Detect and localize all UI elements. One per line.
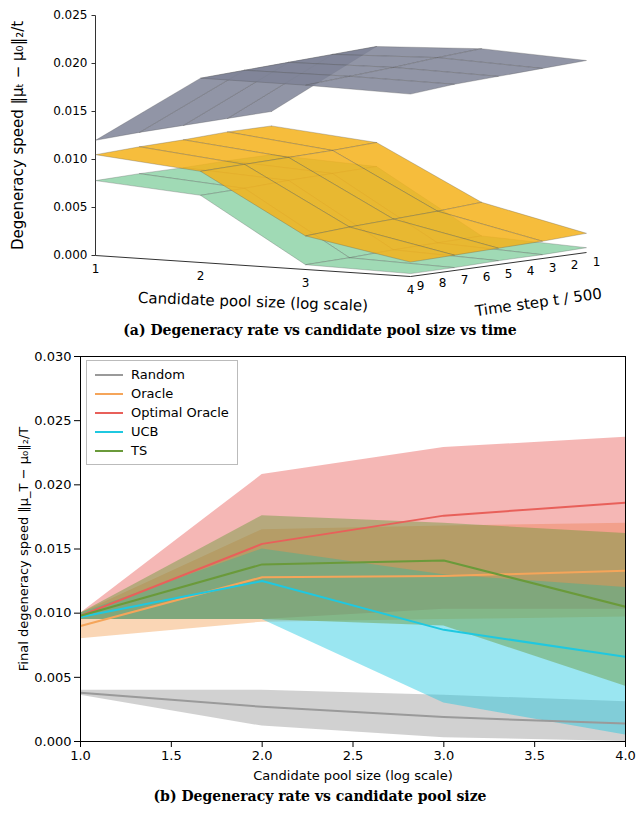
svg-text:3.5: 3.5 [524, 748, 545, 763]
svg-text:0.005: 0.005 [53, 200, 87, 214]
svg-text:0.000: 0.000 [53, 248, 87, 262]
svg-text:3: 3 [549, 261, 557, 275]
svg-text:0.010: 0.010 [53, 152, 87, 166]
html-text:(b) Degeneracy rate vs candida: (b) Degeneracy rate vs candidate pool si… [153, 788, 487, 804]
svg-text:Final degeneracy speed ‖μ_T −: Final degeneracy speed ‖μ_T − μ₀‖₂/T [16, 427, 31, 671]
svg-text:2: 2 [571, 258, 579, 272]
svg-text:2.5: 2.5 [343, 748, 364, 763]
svg-text:1: 1 [92, 262, 100, 276]
svg-text:0.015: 0.015 [34, 541, 71, 556]
svg-text:0.020: 0.020 [53, 56, 87, 70]
svg-text:1: 1 [593, 255, 601, 269]
svg-text:3: 3 [302, 276, 310, 290]
svg-text:8: 8 [439, 276, 447, 290]
svg-text:0.025: 0.025 [53, 8, 87, 22]
svg-text:0.005: 0.005 [34, 669, 71, 684]
svg-text:0.015: 0.015 [53, 104, 87, 118]
svg-text:6: 6 [483, 270, 491, 284]
svg-text:5: 5 [505, 267, 513, 281]
svg-text:9: 9 [417, 279, 425, 293]
html-text:Oracle: Oracle [131, 386, 174, 401]
svg-text:Degeneracy speed ‖μₜ − μ₀‖₂/t: Degeneracy speed ‖μₜ − μ₀‖₂/t [9, 21, 27, 250]
svg-text:Candidate pool size (log scale: Candidate pool size (log scale) [138, 289, 369, 315]
svg-text:0.010: 0.010 [34, 605, 71, 620]
html-text:TS: TS [131, 443, 148, 458]
svg-text:4.0: 4.0 [615, 748, 636, 763]
svg-text:3.0: 3.0 [433, 748, 454, 763]
svg-text:Time step t / 500: Time step t / 500 [473, 284, 603, 320]
svg-text:0.020: 0.020 [34, 477, 71, 492]
svg-text:Candidate pool size (log scale: Candidate pool size (log scale) [253, 768, 452, 783]
svg-text:2.0: 2.0 [252, 748, 273, 763]
html-text:Optimal Oracle: Optimal Oracle [131, 405, 229, 420]
svg-text:7: 7 [461, 273, 469, 287]
svg-text:4: 4 [527, 264, 535, 278]
svg-text:0.000: 0.000 [34, 734, 71, 749]
svg-text:4: 4 [407, 283, 415, 297]
html-text:UCB: UCB [131, 424, 159, 439]
svg-text:1.5: 1.5 [161, 748, 182, 763]
svg-text:0.030: 0.030 [34, 349, 71, 364]
svg-text:1.0: 1.0 [70, 748, 91, 763]
html-text:Random: Random [131, 367, 185, 382]
svg-text:2: 2 [197, 269, 205, 283]
svg-text:0.025: 0.025 [34, 413, 71, 428]
html-text:(a) Degeneracy rate vs candida: (a) Degeneracy rate vs candidate pool si… [123, 322, 517, 338]
